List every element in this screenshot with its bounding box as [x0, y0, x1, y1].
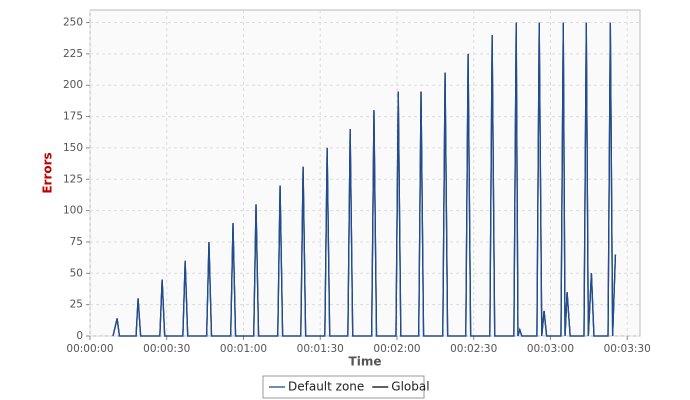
- y-tick-label: 50: [70, 267, 83, 279]
- x-tick-label: 00:03:00: [527, 343, 574, 355]
- y-tick-label: 250: [63, 17, 83, 29]
- y-tick-label: 0: [76, 330, 83, 342]
- legend-label: Global: [391, 380, 429, 394]
- y-tick-label: 200: [63, 79, 83, 91]
- y-tick-label: 225: [63, 48, 83, 60]
- x-axis-label: Time: [349, 355, 382, 369]
- x-tick-label: 00:00:30: [143, 343, 190, 355]
- x-tick-label: 00:02:00: [373, 343, 420, 355]
- y-tick-label: 150: [63, 142, 83, 154]
- x-tick-label: 00:03:30: [604, 343, 651, 355]
- y-tick-label: 125: [63, 173, 83, 185]
- x-tick-label: 00:01:30: [297, 343, 344, 355]
- x-tick-label: 00:02:30: [450, 343, 497, 355]
- x-tick-label: 00:01:00: [220, 343, 267, 355]
- y-axis-label: Errors: [41, 152, 55, 193]
- legend-box: [262, 375, 425, 399]
- plot-area: [89, 9, 641, 337]
- x-tick-label: 00:00:00: [66, 343, 113, 355]
- y-tick-label: 25: [70, 299, 83, 311]
- y-tick-label: 100: [63, 205, 83, 217]
- legend-label: Default zone: [288, 380, 364, 394]
- series-line: [112, 22, 617, 337]
- y-tick-label: 175: [63, 111, 83, 123]
- y-tick-label: 75: [70, 236, 83, 248]
